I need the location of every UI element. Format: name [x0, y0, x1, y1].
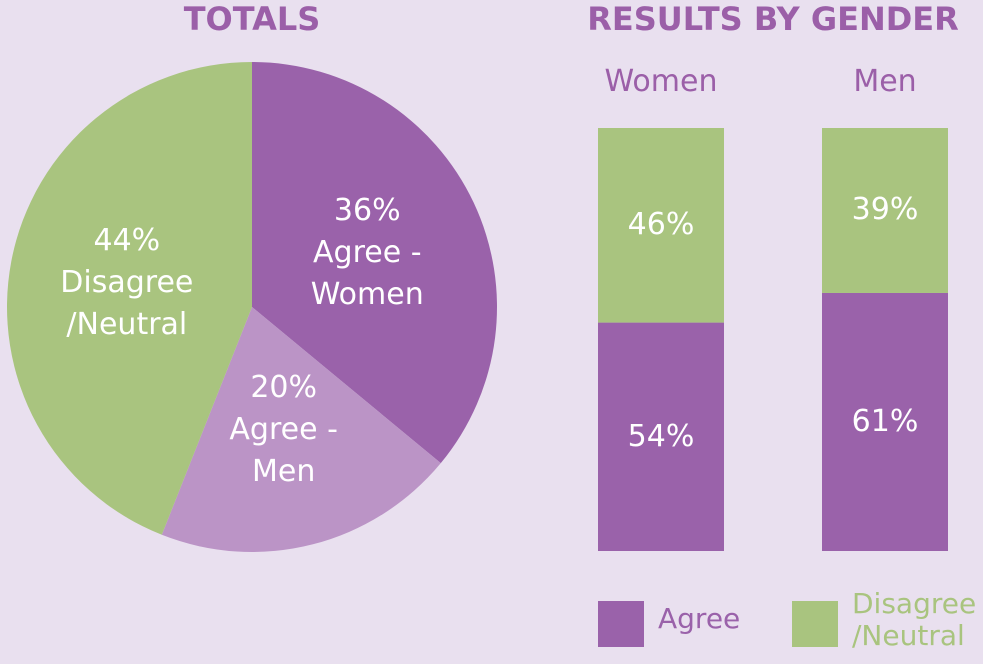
- slice-category-label: Agree - Men: [229, 412, 338, 490]
- slice-label: 36% Agree - Women: [292, 190, 442, 316]
- legend-label: Disagree /Neutral: [852, 587, 977, 653]
- category-label: Women: [604, 64, 718, 99]
- bar-value-label: 61%: [851, 403, 919, 439]
- chart-title: TOTALS: [183, 0, 321, 38]
- pie-slice: [161, 307, 441, 552]
- category-label: Men: [853, 64, 917, 99]
- slice-label: 20% Agree - Men: [209, 367, 359, 493]
- bar-value-label: 54%: [627, 418, 695, 454]
- slice-category-label: Disagree /Neutral: [60, 265, 194, 343]
- bar-segment: [822, 292, 948, 551]
- slice-value-label: 20%: [250, 370, 318, 406]
- legend-swatch: [792, 601, 838, 647]
- pie-slice: [7, 62, 253, 535]
- bar-value-label: 46%: [627, 207, 695, 243]
- chart-title: RESULTS BY GENDER: [587, 0, 959, 38]
- bar-segment: [598, 128, 724, 323]
- legend-label: Agree: [658, 602, 741, 635]
- slice-value-label: 36%: [333, 192, 401, 228]
- slice-category-label: Agree - Women: [310, 234, 424, 312]
- pie-slice: [252, 62, 497, 464]
- bar-value-label: 39%: [851, 192, 919, 228]
- slice-value-label: 44%: [93, 223, 161, 259]
- legend-swatch: [598, 601, 644, 647]
- bar-segment: [598, 322, 724, 551]
- slice-label: 44% Disagree /Neutral: [52, 220, 202, 346]
- bar-segment: [822, 128, 948, 293]
